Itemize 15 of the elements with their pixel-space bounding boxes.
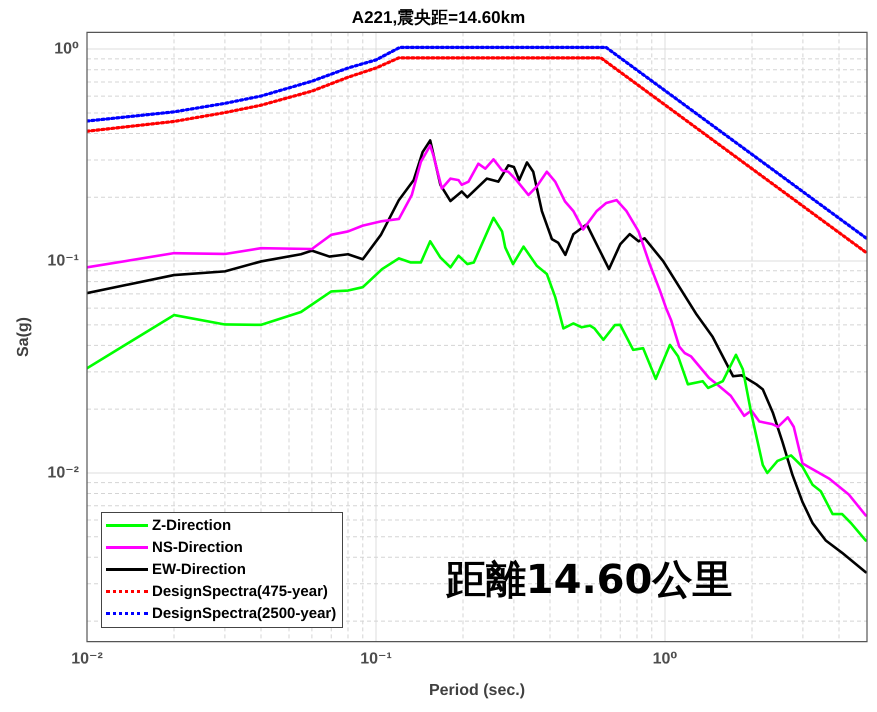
legend-label: EW-Direction (152, 561, 246, 578)
chart-title: A221,震央距=14.60km (352, 8, 526, 27)
x-tick-label: 10⁰ (652, 650, 678, 668)
legend-label: NS-Direction (152, 539, 243, 556)
y-axis-title: Sa(g) (15, 317, 32, 357)
x-tick-label: 10⁻¹ (360, 650, 392, 668)
legend-label: DesignSpectra(2500-year) (152, 605, 336, 622)
annotation: 距離14.60公里 (446, 556, 732, 605)
x-tick-label: 10⁻² (71, 650, 103, 668)
y-tick-label: 10⁻¹ (47, 252, 79, 270)
legend-label: Z-Direction (152, 517, 232, 534)
y-tick-label: 10⁻² (47, 464, 79, 482)
legend-label: DesignSpectra(475-year) (152, 583, 328, 600)
x-axis-title: Period (sec.) (428, 682, 526, 699)
y-tick-label: 10⁰ (54, 40, 79, 58)
